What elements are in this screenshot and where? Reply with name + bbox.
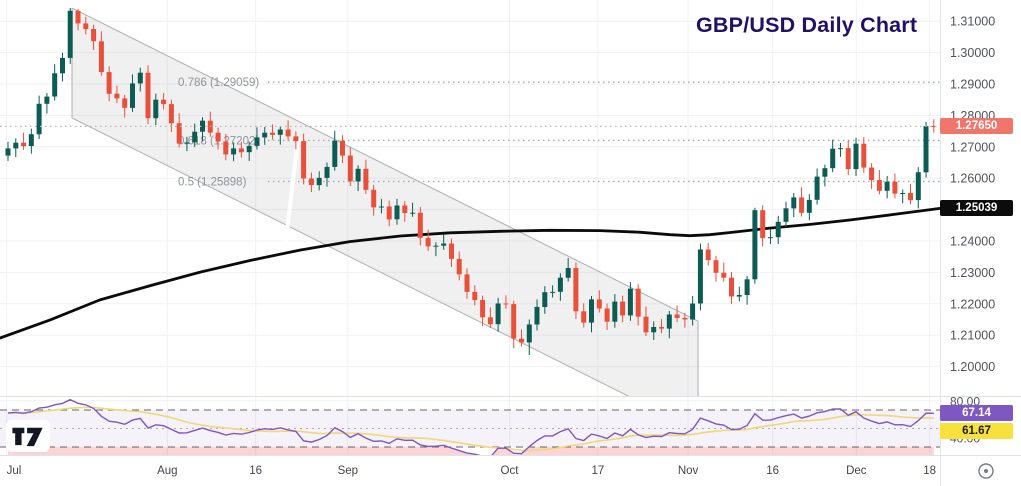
price-axis-label[interactable]: 1.29000 xyxy=(950,78,995,92)
time-axis-label[interactable]: Jul xyxy=(7,465,22,477)
rsi-line xyxy=(7,398,934,455)
price-axis-label[interactable]: 1.22000 xyxy=(950,297,995,311)
white-streak xyxy=(281,137,300,266)
tradingview-logo-icon[interactable] xyxy=(6,420,50,452)
time-axis-label[interactable]: Nov xyxy=(678,465,699,477)
rsi-value-badge: 67.14 xyxy=(940,405,1013,421)
timezone-settings-icon[interactable] xyxy=(974,462,998,480)
time-axis-label[interactable]: 16 xyxy=(249,465,262,477)
ma200-line[interactable] xyxy=(0,207,942,340)
rsi-axis-label[interactable]: 80.00 xyxy=(950,394,980,408)
rsi-pane[interactable] xyxy=(0,398,940,470)
fib-level-label: 0.786 (1.29059) xyxy=(178,77,259,89)
price-axis-label[interactable]: 1.21000 xyxy=(950,329,995,343)
price-axis-label[interactable]: 1.20000 xyxy=(950,360,995,374)
price-axis-label[interactable]: 1.30000 xyxy=(950,46,995,60)
fib-level-label: 0.5 (1.25898) xyxy=(178,176,247,188)
rsi-ma-line xyxy=(7,406,934,452)
time-axis-label[interactable]: Dec xyxy=(846,465,867,477)
descending-channel[interactable] xyxy=(71,7,699,431)
time-axis-label[interactable]: Oct xyxy=(501,465,520,477)
price-axis-label[interactable]: 1.26000 xyxy=(950,172,995,186)
time-axis-label[interactable]: 16 xyxy=(766,465,779,477)
time-axis-label[interactable]: 17 xyxy=(591,465,604,477)
rsi-ma-value-badge: 61.67 xyxy=(940,423,1013,439)
rsi-oversold-fill xyxy=(8,447,934,455)
time-axis-label[interactable]: Aug xyxy=(157,465,177,477)
price-axis-label[interactable]: 1.27000 xyxy=(950,140,995,154)
price-axis-label[interactable]: 1.31000 xyxy=(950,15,995,29)
chart-title: GBP/USD Daily Chart xyxy=(696,13,918,37)
price-axis-label[interactable]: 1.24000 xyxy=(950,235,995,249)
time-axis-label[interactable]: 18 xyxy=(923,465,936,477)
ma200-price-badge: 1.25039 xyxy=(940,200,1013,216)
last-price-badge: 1.27650 xyxy=(940,118,1013,134)
candlestick-series[interactable] xyxy=(5,8,937,355)
price-axis-label[interactable]: 1.23000 xyxy=(950,266,995,280)
time-axis-label[interactable]: Sep xyxy=(338,465,358,477)
